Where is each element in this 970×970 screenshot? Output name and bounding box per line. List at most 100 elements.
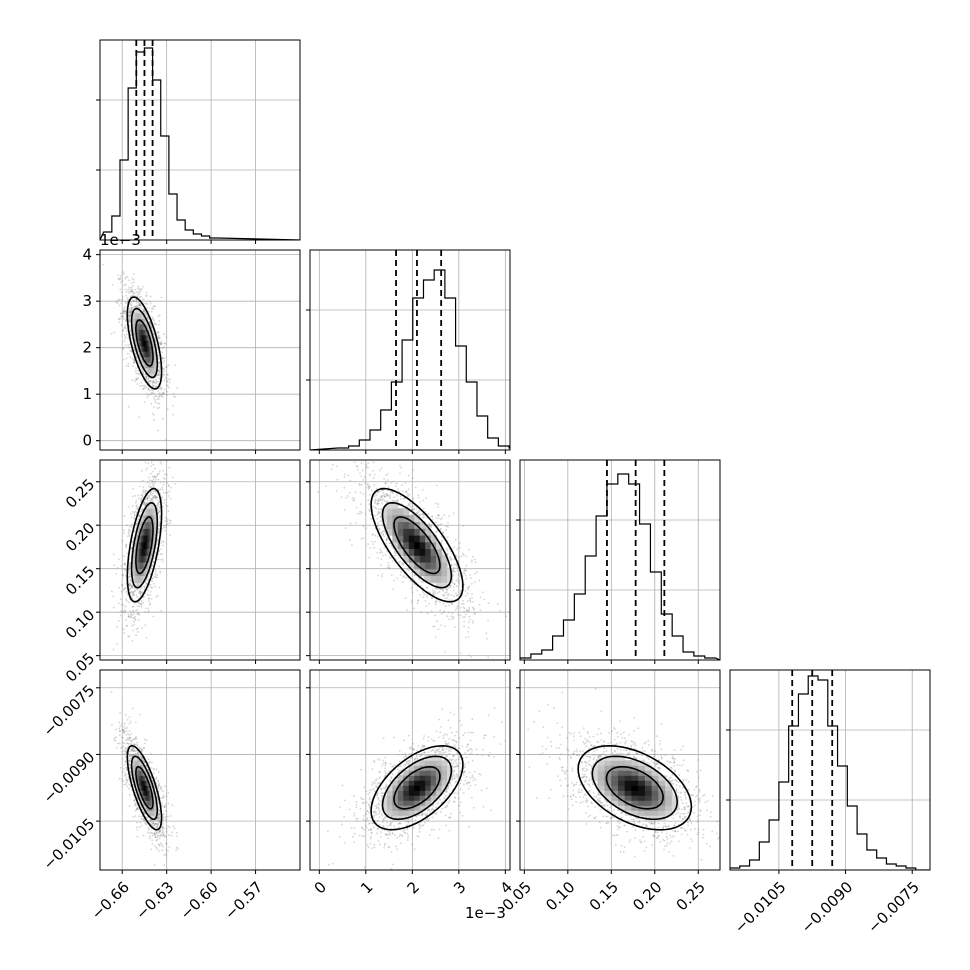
scatter-point: [142, 310, 145, 313]
scatter-point: [154, 382, 157, 385]
scatter-point: [133, 514, 136, 517]
scatter-point: [130, 580, 132, 582]
scatter-point: [148, 321, 151, 324]
scatter-point: [130, 306, 133, 309]
scatter-point: [373, 546, 376, 549]
scatter-point: [449, 556, 451, 559]
scatter-point: [167, 373, 169, 376]
scatter-point: [384, 553, 387, 556]
scatter-point: [153, 337, 156, 340]
scatter-point: [157, 364, 160, 367]
scatter-point: [414, 486, 417, 489]
scatter-point: [160, 296, 163, 299]
scatter-point: [431, 515, 434, 518]
scatter-point: [124, 310, 126, 313]
scatter-point: [402, 490, 404, 492]
scatter-point: [158, 489, 161, 492]
scatter-point: [463, 620, 465, 623]
scatter-point: [137, 304, 140, 307]
scatter-point: [157, 362, 160, 364]
density-block: [141, 340, 144, 347]
scatter-point: [113, 331, 116, 334]
y-tick-label: 2: [82, 339, 92, 357]
scatter-point: [466, 600, 469, 602]
scatter-point: [121, 585, 124, 587]
scatter-point: [158, 406, 161, 409]
scatter-point: [450, 564, 453, 566]
density-block: [137, 351, 140, 358]
scatter-point: [380, 564, 382, 567]
density-block: [145, 356, 148, 363]
scatter-point: [147, 610, 150, 612]
density-block: [145, 541, 148, 550]
scatter-point: [151, 329, 154, 332]
scatter-point: [345, 497, 347, 499]
scatter-point: [149, 583, 152, 586]
scatter-point: [362, 525, 365, 528]
scatter-point: [147, 607, 150, 610]
scatter-point: [462, 572, 465, 575]
scatter-point: [125, 543, 128, 546]
scatter-point: [447, 586, 450, 589]
scatter-point: [483, 598, 486, 601]
scatter-point: [407, 503, 410, 505]
scatter-point: [154, 489, 157, 492]
scatter-point: [151, 382, 154, 384]
scatter-point: [435, 603, 437, 606]
scatter-point: [425, 497, 428, 499]
scatter-point: [152, 463, 155, 466]
density-block: [147, 334, 151, 341]
scatter-point: [159, 367, 162, 369]
scatter-point: [372, 461, 375, 464]
scatter-point: [474, 561, 477, 564]
scatter-point: [370, 517, 373, 520]
scatter-point: [130, 301, 133, 304]
scatter-point: [161, 527, 164, 530]
scatter-point: [376, 503, 379, 506]
scatter-point: [448, 599, 451, 602]
scatter-point: [163, 374, 166, 376]
scatter-point: [134, 501, 137, 504]
scatter-point: [150, 388, 153, 391]
scatter-point: [467, 626, 470, 629]
scatter-point: [446, 615, 449, 618]
scatter-point: [162, 373, 165, 376]
scatter-point: [154, 395, 157, 398]
scatter-point: [149, 573, 152, 575]
scatter-point: [170, 486, 172, 489]
scatter-point: [129, 330, 132, 333]
density-block: [139, 329, 142, 336]
density-block: [141, 555, 144, 563]
density-block: [137, 323, 140, 330]
scatter-point: [468, 549, 470, 551]
scatter-point: [467, 621, 470, 624]
scatter-point: [418, 513, 421, 515]
scatter-point: [465, 609, 468, 612]
scatter-point: [131, 505, 134, 507]
scatter-point: [161, 347, 164, 350]
scatter-point: [453, 546, 456, 549]
scatter-point: [380, 489, 383, 492]
scatter-point: [112, 595, 114, 598]
scatter-point: [130, 306, 133, 309]
scatter-point: [410, 599, 413, 602]
scatter-point: [154, 576, 157, 579]
scatter-point: [378, 490, 381, 493]
scatter-point: [141, 470, 143, 472]
scatter-point: [150, 586, 153, 589]
scatter-point: [135, 523, 138, 526]
scatter-point: [159, 488, 162, 491]
scatter-point: [167, 484, 170, 486]
scatter-point: [359, 510, 362, 513]
density-block: [143, 340, 146, 347]
density-block: [145, 508, 148, 516]
scatter-point: [380, 495, 383, 498]
scatter-point: [407, 488, 410, 491]
scatter-point: [442, 594, 445, 596]
scatter-point: [151, 475, 154, 478]
scatter-point: [130, 312, 132, 315]
scatter-point: [457, 574, 460, 576]
scatter-point: [174, 396, 176, 398]
scatter-point: [397, 488, 399, 490]
scatter-point: [158, 337, 161, 339]
